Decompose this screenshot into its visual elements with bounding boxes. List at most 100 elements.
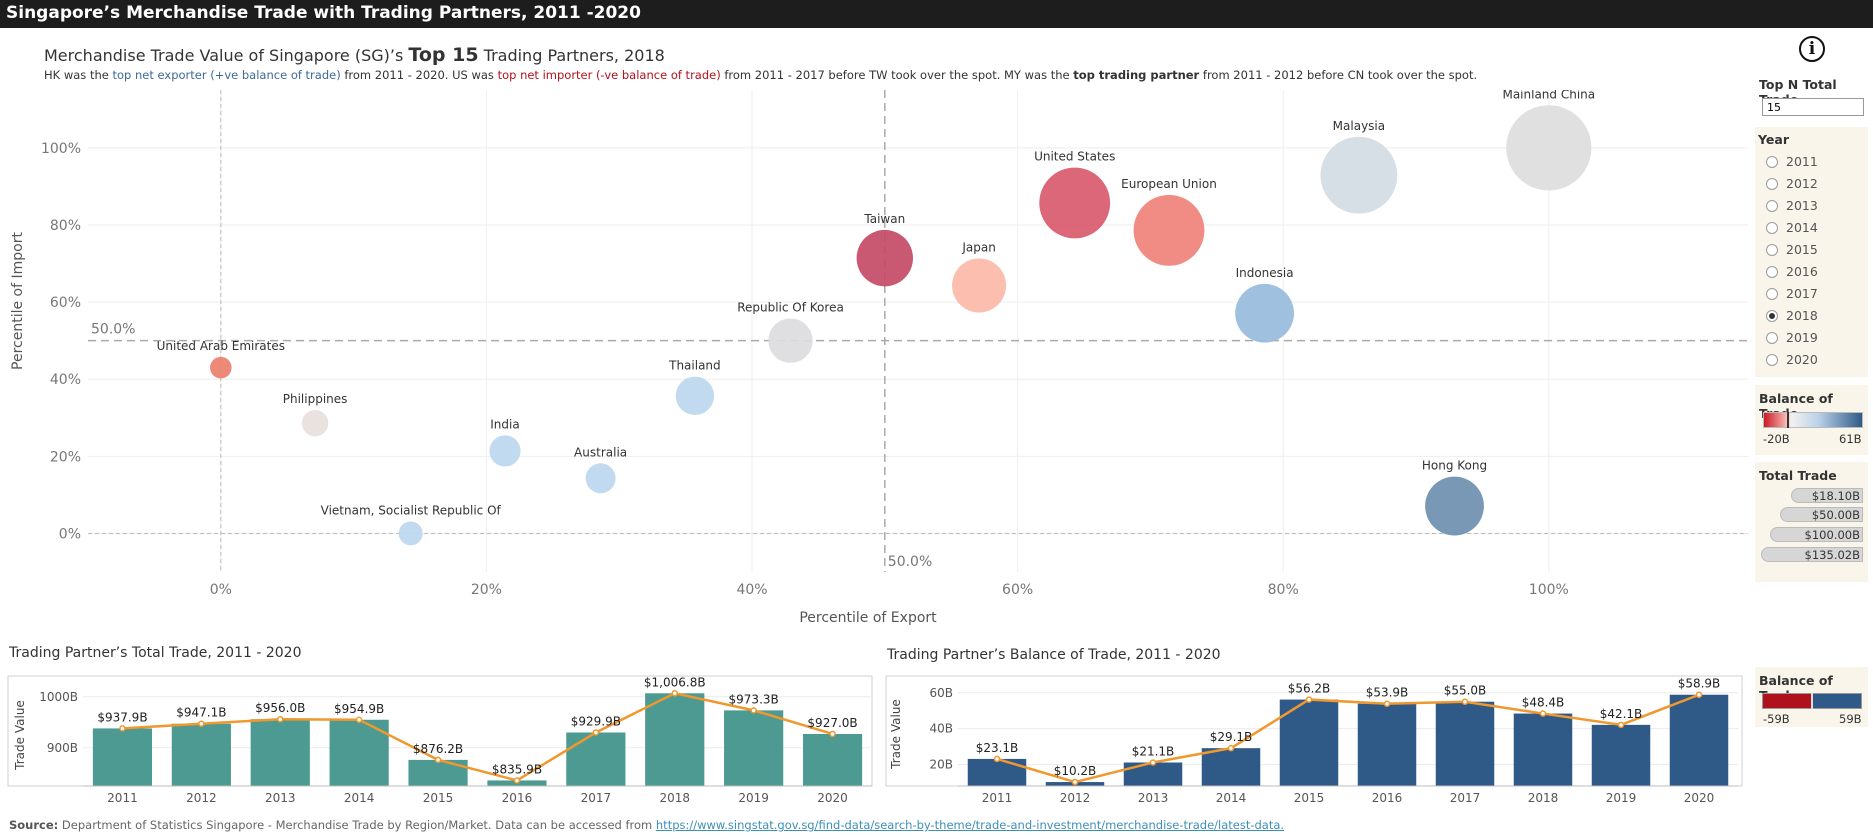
bubble bbox=[1425, 476, 1484, 536]
trend-marker bbox=[1695, 691, 1703, 698]
bar bbox=[802, 733, 863, 786]
size-legend-item: $135.02B bbox=[1761, 547, 1863, 562]
bar bbox=[250, 719, 310, 786]
bubble-label: Taiwan bbox=[863, 212, 905, 226]
year-option-label: 2019 bbox=[1786, 330, 1818, 345]
bubble bbox=[301, 409, 329, 437]
bubble bbox=[1039, 167, 1111, 239]
bubble-label: Philippines bbox=[283, 392, 348, 406]
subtitle-net-exporter: top net exporter (+ve balance of trade) bbox=[112, 68, 341, 82]
year-option-2016[interactable]: 2016 bbox=[1766, 263, 1818, 281]
x-tick-label: 100% bbox=[1529, 582, 1569, 598]
data-label: $929.9B bbox=[571, 715, 621, 729]
y-tick-label: 900B bbox=[47, 741, 78, 755]
y-axis-title: Trade Value bbox=[13, 700, 27, 771]
subtitle-net-importer: top net importer (-ve balance of trade) bbox=[497, 68, 721, 82]
info-icon[interactable]: i bbox=[1799, 36, 1825, 62]
y-tick-label: 40% bbox=[50, 372, 81, 388]
year-option-2019[interactable]: 2019 bbox=[1766, 329, 1818, 347]
radio-button[interactable] bbox=[1766, 265, 1778, 278]
bubble-label: Thailand bbox=[668, 359, 721, 373]
radio-button[interactable] bbox=[1766, 309, 1778, 322]
bar bbox=[1435, 701, 1495, 786]
bubble-label: Hong Kong bbox=[1422, 459, 1487, 473]
year-option-2011[interactable]: 2011 bbox=[1766, 153, 1818, 171]
data-label: $53.9B bbox=[1366, 686, 1409, 700]
bar bbox=[724, 710, 784, 786]
year-option-2013[interactable]: 2013 bbox=[1766, 197, 1818, 215]
x-axis-title: Percentile of Export bbox=[799, 610, 937, 626]
data-label: $10.2B bbox=[1054, 764, 1097, 778]
year-label: Year bbox=[1758, 132, 1789, 147]
bubble bbox=[768, 318, 813, 363]
x-tick-label: 0% bbox=[210, 582, 232, 598]
year-option-label: 2017 bbox=[1786, 286, 1818, 301]
x-tick-label: 2015 bbox=[423, 791, 454, 805]
size-legend-item: $50.00B bbox=[1780, 507, 1863, 522]
year-option-label: 2011 bbox=[1786, 154, 1818, 169]
year-option-label: 2012 bbox=[1786, 176, 1818, 191]
bar bbox=[1669, 694, 1729, 786]
reference-x-label: 50.0% bbox=[888, 554, 932, 570]
radio-button[interactable] bbox=[1766, 331, 1778, 344]
radio-button[interactable] bbox=[1766, 243, 1778, 256]
topn-input[interactable] bbox=[1762, 98, 1864, 116]
bubble-label: United States bbox=[1034, 150, 1115, 164]
x-tick-label: 2017 bbox=[581, 791, 612, 805]
title-bar: Singapore’s Merchandise Trade with Tradi… bbox=[0, 0, 1873, 28]
total-trade-legend-panel bbox=[1755, 462, 1868, 582]
year-option-2012[interactable]: 2012 bbox=[1766, 175, 1818, 193]
size-legend-label: $135.02B bbox=[1804, 548, 1860, 562]
scatter-title: Merchandise Trade Value of Singapore (SG… bbox=[44, 44, 665, 66]
year-option-2014[interactable]: 2014 bbox=[1766, 219, 1818, 237]
year-option-2020[interactable]: 2020 bbox=[1766, 351, 1818, 369]
source-text: Department of Statistics Singapore - Mer… bbox=[58, 818, 656, 832]
data-label: $56.2B bbox=[1288, 682, 1331, 696]
radio-button[interactable] bbox=[1766, 287, 1778, 300]
source-link[interactable]: https://www.singstat.gov.sg/find-data/se… bbox=[655, 818, 1285, 832]
y-axis-title: Percentile of Import bbox=[10, 232, 26, 370]
scatter-chart: 0% 0% 20% 20% 40% 40% 60% 60% 80% 80% 100% 100% 50.0… bbox=[10, 90, 1748, 626]
bar bbox=[645, 693, 705, 786]
bot-color-ramp bbox=[1763, 412, 1863, 428]
scatter-title-prefix: Merchandise Trade Value of Singapore (SG… bbox=[44, 46, 409, 65]
trend-line bbox=[122, 691, 833, 782]
radio-button[interactable] bbox=[1766, 199, 1778, 212]
source-label: Source: bbox=[9, 818, 59, 832]
x-tick-label: 2019 bbox=[1606, 791, 1637, 805]
radio-button[interactable] bbox=[1766, 155, 1778, 168]
scatter-subtitle: HK was the top net exporter (+ve balance… bbox=[44, 68, 1477, 82]
year-option-label: 2018 bbox=[1786, 308, 1818, 323]
data-label: $835.9B bbox=[492, 762, 542, 776]
data-label: $1,006.8B bbox=[644, 675, 706, 689]
bot-legend-max: 61B bbox=[1839, 432, 1862, 446]
year-option-2018[interactable]: 2018 bbox=[1766, 307, 1818, 325]
year-option-2017[interactable]: 2017 bbox=[1766, 285, 1818, 303]
data-label: $927.0B bbox=[807, 716, 857, 730]
x-tick-label: 2015 bbox=[1294, 791, 1325, 805]
bar bbox=[408, 759, 468, 786]
bar bbox=[1201, 748, 1261, 786]
bar bbox=[1279, 699, 1339, 786]
bar bbox=[967, 758, 1027, 786]
total-trade-chart-title: Trading Partner’s Total Trade, 2011 - 20… bbox=[9, 645, 302, 661]
subtitle-part-1: HK was the bbox=[44, 68, 113, 82]
x-tick-label: 2012 bbox=[1060, 791, 1091, 805]
bot2-ramp-zero-marker bbox=[1811, 693, 1813, 709]
year-option-label: 2013 bbox=[1786, 198, 1818, 213]
scatter-title-bold: Top 15 bbox=[408, 44, 479, 66]
year-option-2015[interactable]: 2015 bbox=[1766, 241, 1818, 259]
year-option-label: 2020 bbox=[1786, 352, 1818, 367]
trend-marker bbox=[829, 730, 836, 738]
trend-marker bbox=[1149, 759, 1157, 766]
trend-marker bbox=[1461, 698, 1469, 705]
trend-marker bbox=[750, 707, 757, 714]
bubble bbox=[1320, 136, 1398, 214]
bar bbox=[1357, 703, 1417, 786]
balance-bar-chart: 20B 40B 60B Trade Value 2011 2012 2013 2014 2015… bbox=[885, 675, 1743, 805]
dashboard-title: Singapore’s Merchandise Trade with Tradi… bbox=[6, 3, 641, 23]
radio-button[interactable] bbox=[1766, 221, 1778, 234]
radio-button[interactable] bbox=[1766, 353, 1778, 366]
radio-button[interactable] bbox=[1766, 177, 1778, 190]
x-tick-label: 40% bbox=[736, 582, 767, 598]
